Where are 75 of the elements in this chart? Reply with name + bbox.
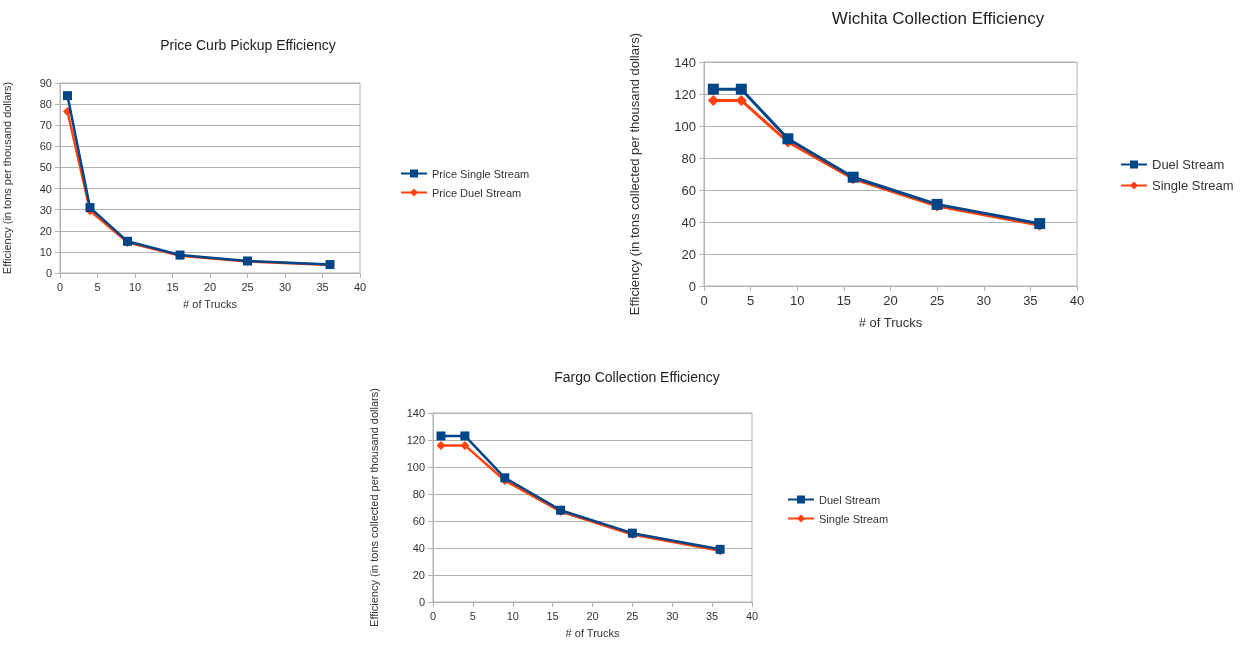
- x-tick-label: 25: [626, 609, 639, 622]
- y-axis-title: Efficiency (in tons per thousand dollars): [0, 81, 13, 275]
- x-tick-label: 40: [353, 280, 367, 293]
- x-axis-title: # of Trucks: [858, 314, 923, 330]
- point: [460, 440, 470, 450]
- x-tick-label: 15: [166, 280, 179, 293]
- x-tick-label: 20: [586, 609, 599, 622]
- point: [436, 440, 446, 450]
- y-tick-label: 20: [412, 569, 425, 581]
- y-tick-label: 20: [39, 224, 52, 237]
- x-tick-label: 5: [94, 280, 101, 293]
- legend-label: Duel Stream: [1152, 157, 1225, 172]
- y-tick-label: 80: [412, 488, 425, 500]
- y-tick-label: 140: [406, 407, 425, 419]
- y-tick-label: 80: [681, 150, 696, 166]
- point: [436, 431, 446, 441]
- x-tick-label: 30: [278, 280, 292, 293]
- y-tick-label: 120: [406, 434, 425, 446]
- y-tick-label: 40: [681, 214, 696, 230]
- point: [707, 94, 719, 106]
- x-tick-label: 30: [976, 293, 991, 308]
- x-tick-label: 40: [1069, 293, 1085, 308]
- point: [735, 83, 747, 95]
- y-tick-label: 80: [39, 98, 52, 111]
- y-tick-label: 0: [418, 596, 425, 608]
- x-tick-label: 35: [706, 609, 719, 622]
- legend-label: Single Stream: [819, 512, 889, 525]
- x-tick-label: 35: [316, 280, 329, 293]
- x-tick-label: 5: [747, 293, 755, 308]
- x-tick-label: 25: [241, 280, 254, 293]
- legend-label: Single Stream: [1152, 178, 1234, 193]
- x-tick-label: 15: [836, 293, 852, 308]
- x-tick-label: 0: [700, 293, 708, 308]
- x-tick-label: 35: [1023, 293, 1038, 308]
- y-tick-label: 50: [39, 161, 52, 174]
- y-axis-title: Efficiency (in tons collected per thousand dollars): [627, 32, 642, 316]
- chart-title: Price Curb Pickup Efficiency: [160, 37, 336, 53]
- chart-title: Wichita Collection Efficiency: [831, 9, 1045, 28]
- x-tick-label: 20: [883, 293, 898, 308]
- x-tick-label: 10: [790, 293, 805, 308]
- y-axis-title: Efficiency (in tons collected per thousand dollars): [367, 388, 380, 627]
- point: [707, 83, 719, 95]
- x-tick-label: 10: [128, 280, 142, 293]
- x-tick-label: 40: [745, 609, 759, 622]
- x-tick-label: 0: [429, 609, 437, 622]
- y-tick-label: 60: [681, 182, 696, 198]
- y-tick-label: 100: [674, 118, 696, 134]
- y-tick-label: 40: [39, 182, 52, 195]
- legend-label: Price Duel Stream: [432, 186, 522, 199]
- y-tick-label: 30: [39, 203, 52, 216]
- point: [63, 91, 72, 101]
- y-tick-label: 20: [681, 246, 696, 262]
- legend-label: Duel Stream: [819, 493, 881, 506]
- x-tick-label: 0: [56, 280, 64, 293]
- y-tick-label: 60: [39, 140, 52, 153]
- x-tick-label: 10: [506, 609, 519, 622]
- y-tick-label: 90: [39, 77, 52, 89]
- x-axis-title: # of Trucks: [565, 626, 620, 639]
- y-tick-label: 40: [412, 542, 425, 554]
- y-tick-label: 10: [39, 245, 52, 258]
- legend-label: Price Single Stream: [432, 167, 530, 180]
- x-axis-title: # of Trucks: [183, 297, 238, 310]
- point: [460, 431, 470, 441]
- y-tick-label: 70: [39, 119, 52, 132]
- y-tick-label: 60: [412, 515, 425, 527]
- x-tick-label: 15: [546, 609, 559, 622]
- y-tick-label: 100: [406, 461, 425, 473]
- y-tick-label: 120: [674, 86, 696, 102]
- y-tick-label: 0: [45, 267, 52, 279]
- chart-title: Fargo Collection Efficiency: [554, 369, 720, 385]
- x-tick-label: 30: [666, 609, 679, 622]
- x-tick-label: 25: [929, 293, 945, 308]
- x-tick-label: 5: [469, 609, 476, 622]
- x-tick-label: 20: [203, 280, 217, 293]
- y-tick-label: 140: [674, 54, 696, 70]
